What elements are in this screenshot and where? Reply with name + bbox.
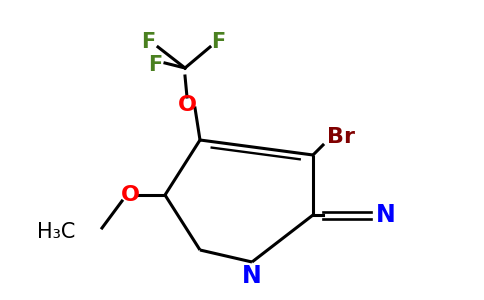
Text: F: F <box>211 32 225 52</box>
Text: N: N <box>242 264 262 288</box>
Text: N: N <box>376 203 396 227</box>
Text: O: O <box>121 185 139 205</box>
Text: H₃C: H₃C <box>37 222 75 242</box>
Text: F: F <box>148 55 162 75</box>
Text: O: O <box>178 95 197 115</box>
Text: F: F <box>141 32 155 52</box>
Text: Br: Br <box>327 127 355 147</box>
